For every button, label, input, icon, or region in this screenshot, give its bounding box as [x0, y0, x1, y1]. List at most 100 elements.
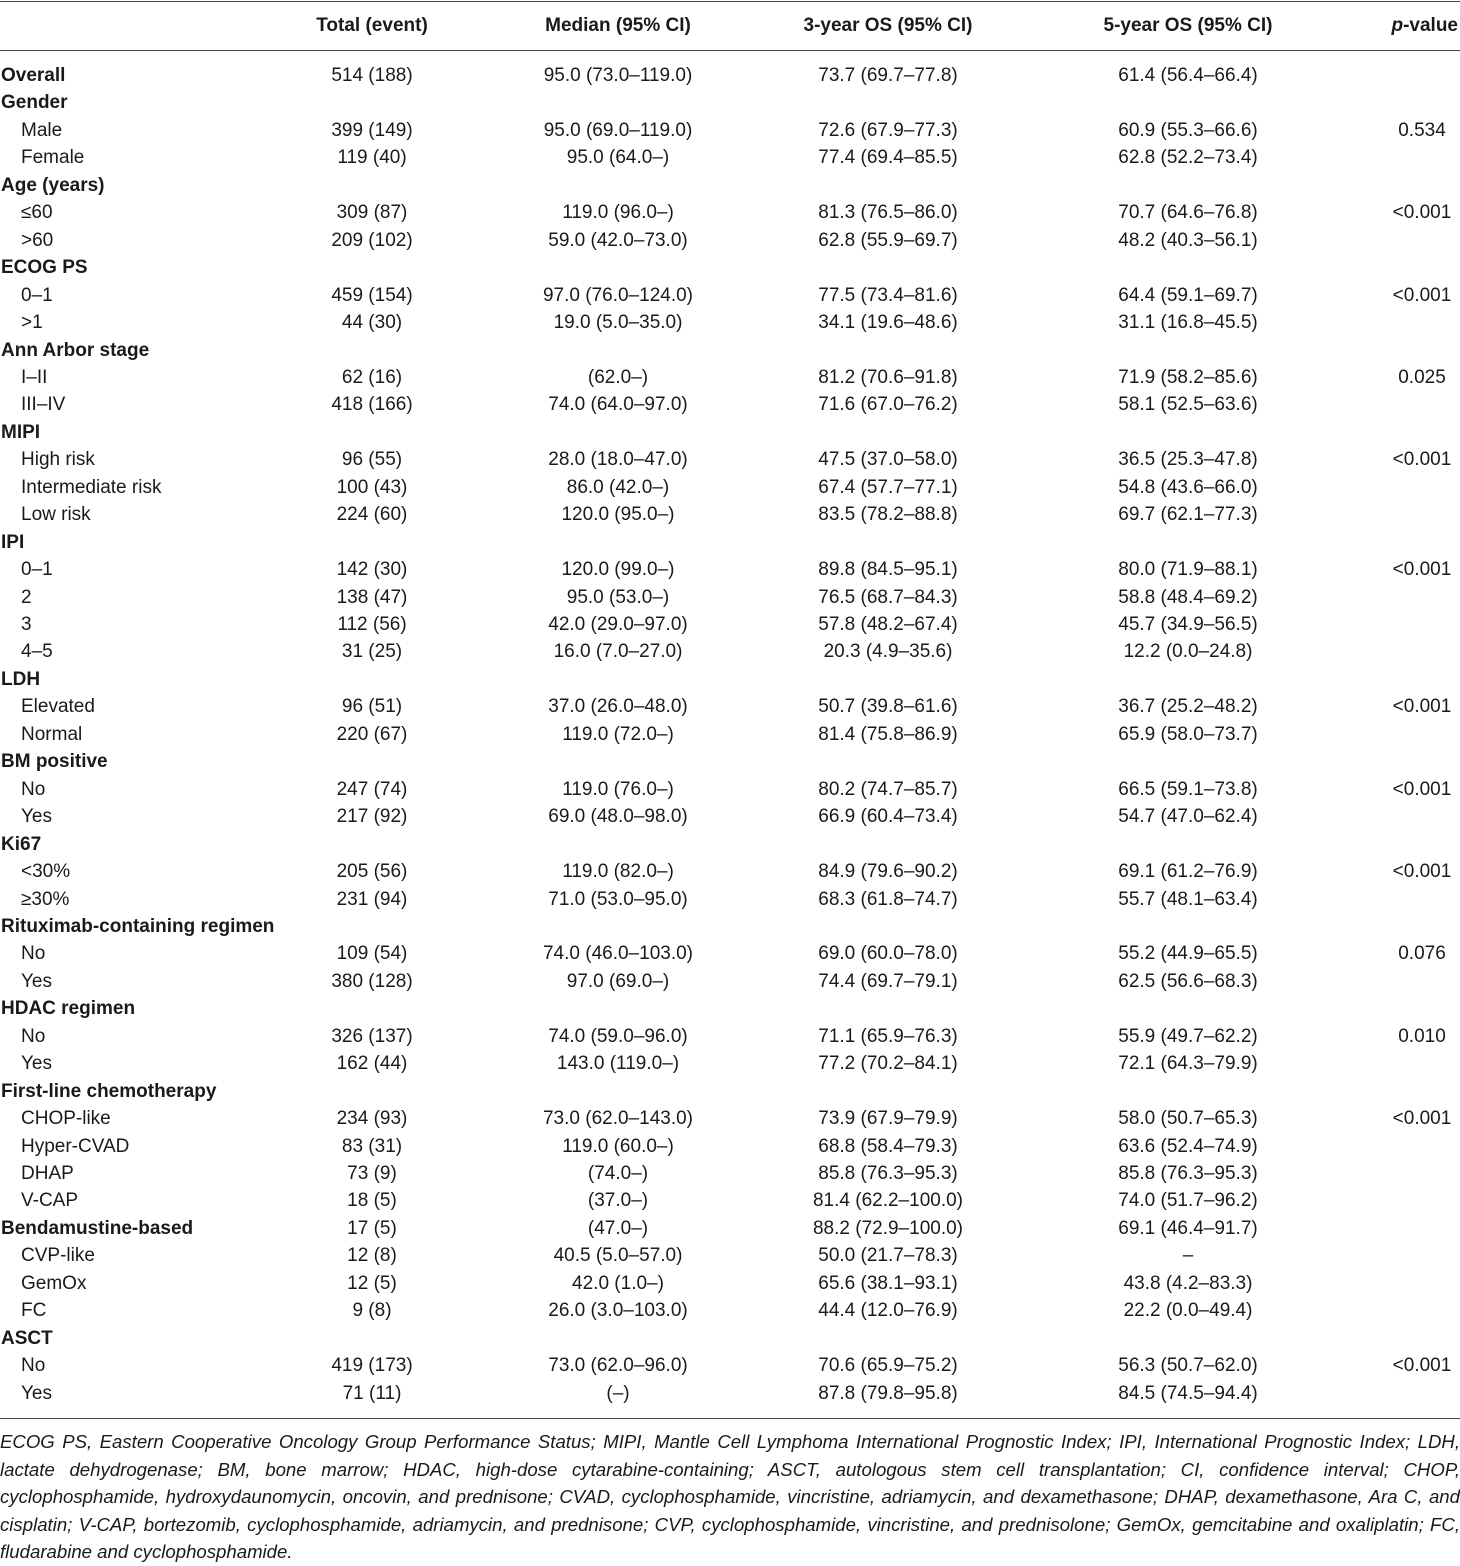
row-label: GemOx	[21, 1272, 87, 1294]
row-label: CHOP-like	[21, 1108, 111, 1130]
cell-median: 73.0 (62.0–143.0)	[542, 1108, 694, 1130]
row-label: III–IV	[21, 394, 66, 416]
header-rule	[0, 50, 1460, 51]
cell-os3: 74.4 (69.7–79.1)	[818, 970, 958, 992]
cell-median: 119.0 (76.0–)	[562, 778, 674, 800]
cell-os3: 89.8 (84.5–95.1)	[818, 559, 958, 581]
cell-os3: 80.2 (74.7–85.7)	[818, 778, 958, 800]
row-label: Elevated	[21, 696, 95, 718]
cell-os5: 60.9 (55.3–66.6)	[1118, 119, 1258, 141]
cell-os5: 80.0 (71.9–88.1)	[1118, 559, 1258, 581]
cell-os5: 55.9 (49.7–62.2)	[1118, 1025, 1258, 1047]
cell-n: 209 (102)	[331, 229, 413, 251]
cell-os5: 43.8 (4.2–83.3)	[1123, 1272, 1253, 1294]
row-label: 3	[21, 614, 32, 635]
cell-median: 42.0 (1.0–)	[572, 1272, 664, 1294]
cell-median: 69.0 (48.0–98.0)	[548, 806, 688, 828]
cell-n: 119 (40)	[337, 147, 407, 169]
group-label: ASCT	[1, 1327, 53, 1349]
cell-n: 31 (25)	[341, 641, 403, 663]
cell-median: 120.0 (95.0–)	[561, 504, 675, 526]
cell-p: <0.001	[1392, 284, 1452, 306]
cell-os3: 62.8 (55.9–69.7)	[818, 229, 958, 251]
cell-os5: 55.7 (48.1–63.4)	[1118, 888, 1258, 910]
column-header: Median (95% CI)	[545, 15, 691, 36]
row-label: <30%	[21, 861, 71, 883]
cell-os5: 71.9 (58.2–85.6)	[1118, 366, 1258, 388]
row-label: No	[21, 1355, 46, 1377]
cell-os3: 77.4 (69.4–85.5)	[818, 147, 958, 169]
row-label: No	[21, 778, 46, 800]
cell-os3: 65.6 (38.1–93.1)	[818, 1272, 958, 1294]
cell-n: 18 (5)	[347, 1190, 397, 1212]
cell-os5: 58.8 (48.4–69.2)	[1118, 586, 1258, 608]
cell-os3: 77.5 (73.4–81.6)	[818, 284, 958, 306]
cell-os5: 31.1 (16.8–45.5)	[1118, 312, 1258, 334]
cell-n: 100 (43)	[336, 476, 408, 498]
group-label: Ann Arbor stage	[1, 339, 150, 361]
cell-n: 514 (188)	[331, 65, 413, 86]
cell-median: 74.0 (46.0–103.0)	[542, 943, 694, 965]
cell-n: 217 (92)	[336, 806, 408, 828]
cell-os5: 69.7 (62.1–77.3)	[1118, 504, 1258, 526]
cell-os3: 68.3 (61.8–74.7)	[818, 888, 958, 910]
cell-median: 119.0 (96.0–)	[562, 202, 674, 224]
cell-os5: 56.3 (50.7–62.0)	[1118, 1355, 1258, 1377]
row-label: Normal	[21, 723, 83, 745]
cell-os5: 61.4 (56.4–66.4)	[1118, 65, 1258, 86]
group-label: Overall	[1, 65, 66, 86]
cell-median: (37.0–)	[587, 1190, 649, 1212]
row-label: Yes	[21, 806, 52, 828]
row-label: I–II	[21, 366, 48, 388]
column-header: p-value	[1391, 12, 1458, 39]
cell-os3: 81.4 (62.2–100.0)	[812, 1190, 964, 1212]
cell-n: 83 (31)	[341, 1135, 403, 1157]
cell-os3: 20.3 (4.9–35.6)	[823, 641, 953, 663]
cell-p: <0.001	[1392, 778, 1452, 800]
cell-n: 459 (154)	[331, 284, 413, 306]
cell-median: 95.0 (53.0–)	[566, 586, 670, 608]
cell-median: 74.0 (59.0–96.0)	[548, 1025, 688, 1047]
column-header: Total (event)	[316, 15, 428, 36]
row-label: Hyper-CVAD	[21, 1135, 130, 1157]
cell-median: (62.0–)	[587, 366, 649, 388]
cell-p: 0.025	[1398, 366, 1446, 388]
cell-os5: 84.5 (74.5–94.4)	[1118, 1382, 1258, 1404]
cell-n: 71 (11)	[342, 1382, 402, 1404]
group-label: Age (years)	[1, 174, 105, 196]
row-label: Female	[21, 147, 85, 169]
cell-n: 17 (5)	[347, 1217, 397, 1239]
row-label: Low risk	[21, 504, 91, 526]
cell-median: (74.0–)	[587, 1163, 649, 1184]
row-label: >60	[21, 229, 54, 251]
cell-n: 73 (9)	[347, 1163, 397, 1184]
group-label: Bendamustine-based	[1, 1217, 194, 1239]
cell-os3: 67.4 (57.7–77.1)	[818, 476, 958, 498]
cell-median: 86.0 (42.0–)	[566, 476, 670, 498]
cell-os3: 81.4 (75.8–86.9)	[818, 723, 958, 745]
cell-os3: 70.6 (65.9–75.2)	[818, 1355, 958, 1377]
cell-median: 97.0 (69.0–)	[566, 970, 670, 992]
row-label: Intermediate risk	[21, 476, 162, 498]
row-label: V-CAP	[21, 1190, 79, 1212]
cell-os5: 58.1 (52.5–63.6)	[1118, 394, 1258, 416]
cell-n: 96 (55)	[341, 449, 403, 471]
bottom-rule	[0, 1418, 1460, 1419]
cell-p: <0.001	[1392, 1108, 1452, 1130]
row-label: ≥30%	[21, 888, 70, 910]
cell-os3: 76.5 (68.7–84.3)	[818, 586, 958, 608]
cell-os5: 36.7 (25.2–48.2)	[1118, 696, 1258, 718]
cell-os5: 85.8 (76.3–95.3)	[1118, 1163, 1258, 1184]
cell-median: (47.0–)	[587, 1217, 649, 1239]
cell-n: 142 (30)	[336, 559, 408, 581]
cell-os5: 65.9 (58.0–73.7)	[1118, 723, 1258, 745]
row-label: Yes	[21, 1053, 52, 1075]
p-rest: -value	[1403, 15, 1458, 36]
cell-os3: 72.6 (67.9–77.3)	[818, 119, 958, 141]
column-header: 3-year OS (95% CI)	[803, 15, 973, 36]
cell-median: 26.0 (3.0–103.0)	[548, 1300, 688, 1322]
group-label: Ki67	[1, 833, 42, 855]
cell-n: 224 (60)	[336, 504, 408, 526]
cell-os3: 83.5 (78.2–88.8)	[818, 504, 958, 526]
cell-os3: 73.7 (69.7–77.8)	[818, 65, 958, 86]
